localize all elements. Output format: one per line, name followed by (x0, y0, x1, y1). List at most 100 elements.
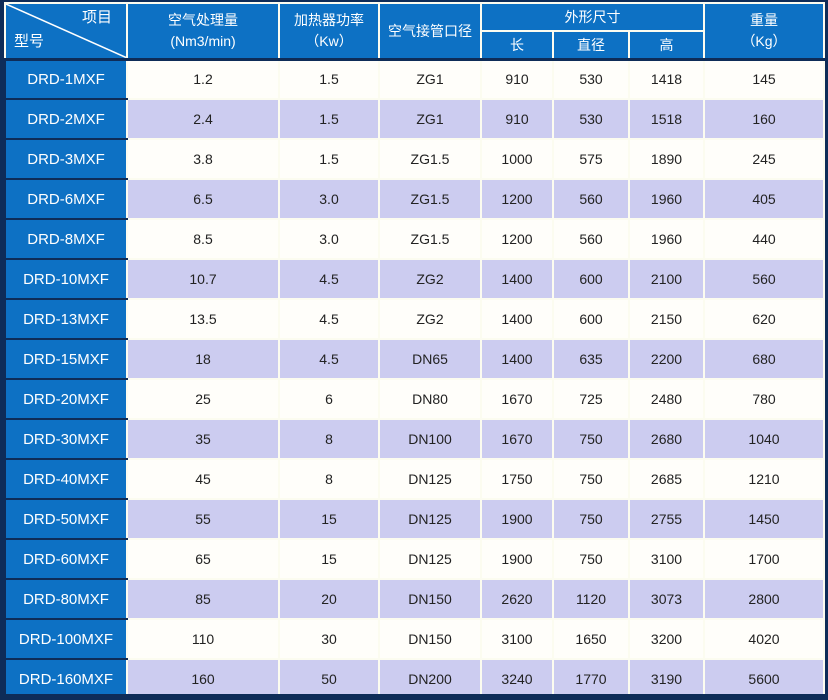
length-cell: 1900 (480, 498, 554, 540)
weight-cell: 245 (703, 138, 825, 180)
pipe-size-cell: ZG1.5 (378, 138, 482, 180)
diameter-cell: 1650 (552, 618, 630, 660)
model-cell: DRD-6MXF (4, 178, 128, 220)
pipe-size-cell: DN125 (378, 538, 482, 580)
heater-power-cell: 50 (278, 658, 380, 694)
length-cell: 1400 (480, 338, 554, 380)
model-cell: DRD-1MXF (4, 58, 128, 100)
table-body: DRD-1MXF 1.2 1.5 ZG1 910 530 1418 145 DR… (4, 58, 825, 694)
model-cell: DRD-80MXF (4, 578, 128, 620)
pipe-size-cell: DN125 (378, 498, 482, 540)
height-cell: 1518 (627, 98, 706, 140)
length-cell: 1400 (480, 258, 554, 300)
heater-power-cell: 15 (278, 538, 380, 580)
length-cell: 1200 (480, 178, 554, 220)
pipe-size-cell: ZG2 (378, 258, 482, 300)
height-cell: 2100 (627, 258, 706, 300)
weight-cell: 780 (703, 378, 825, 420)
model-cell: DRD-160MXF (4, 658, 128, 694)
table-row: DRD-13MXF 13.5 4.5 ZG2 1400 600 2150 620 (4, 298, 825, 340)
header-diameter: 直径 (552, 30, 630, 61)
table-row: DRD-20MXF 25 6 DN80 1670 725 2480 780 (4, 378, 825, 420)
table-row: DRD-30MXF 35 8 DN100 1670 750 2680 1040 (4, 418, 825, 460)
pipe-size-cell: ZG1 (378, 58, 482, 100)
height-cell: 3190 (627, 658, 706, 694)
pipe-size-cell: DN125 (378, 458, 482, 500)
diagonal-divider-line (6, 4, 126, 58)
pipe-size-cell: DN100 (378, 418, 482, 460)
pipe-size-cell: ZG1.5 (378, 218, 482, 260)
diameter-cell: 575 (552, 138, 630, 180)
height-cell: 2200 (627, 338, 706, 380)
weight-cell: 1450 (703, 498, 825, 540)
model-cell: DRD-3MXF (4, 138, 128, 180)
air-flow-cell: 35 (126, 418, 280, 460)
weight-cell: 560 (703, 258, 825, 300)
height-cell: 2150 (627, 298, 706, 340)
heater-power-cell: 8 (278, 458, 380, 500)
table-row: DRD-1MXF 1.2 1.5 ZG1 910 530 1418 145 (4, 58, 825, 100)
header-pipe-size: 空气接管口径 (378, 2, 482, 61)
diameter-cell: 750 (552, 418, 630, 460)
table-row: DRD-60MXF 65 15 DN125 1900 750 3100 1700 (4, 538, 825, 580)
heater-power-cell: 3.0 (278, 178, 380, 220)
air-flow-cell: 13.5 (126, 298, 280, 340)
diameter-cell: 560 (552, 178, 630, 220)
length-cell: 910 (480, 58, 554, 100)
heater-power-cell: 8 (278, 418, 380, 460)
height-cell: 1890 (627, 138, 706, 180)
diameter-cell: 1120 (552, 578, 630, 620)
table-row: DRD-40MXF 45 8 DN125 1750 750 2685 1210 (4, 458, 825, 500)
height-cell: 1960 (627, 218, 706, 260)
air-flow-cell: 55 (126, 498, 280, 540)
air-flow-cell: 110 (126, 618, 280, 660)
heater-power-cell: 15 (278, 498, 380, 540)
corner-header-cell: 项目 型号 (4, 2, 128, 61)
length-cell: 1400 (480, 298, 554, 340)
weight-cell: 620 (703, 298, 825, 340)
diameter-cell: 635 (552, 338, 630, 380)
pipe-size-cell: DN80 (378, 378, 482, 420)
air-flow-cell: 160 (126, 658, 280, 694)
table-row: DRD-50MXF 55 15 DN125 1900 750 2755 1450 (4, 498, 825, 540)
heater-power-cell: 1.5 (278, 98, 380, 140)
height-cell: 2480 (627, 378, 706, 420)
length-cell: 1750 (480, 458, 554, 500)
weight-cell: 1210 (703, 458, 825, 500)
air-flow-cell: 45 (126, 458, 280, 500)
weight-cell: 5600 (703, 658, 825, 694)
air-flow-cell: 65 (126, 538, 280, 580)
pipe-size-cell: DN200 (378, 658, 482, 694)
weight-cell: 405 (703, 178, 825, 220)
length-cell: 1200 (480, 218, 554, 260)
weight-cell: 145 (703, 58, 825, 100)
table-row: DRD-160MXF 160 50 DN200 3240 1770 3190 5… (4, 658, 825, 694)
pipe-size-cell: ZG1 (378, 98, 482, 140)
heater-power-cell: 6 (278, 378, 380, 420)
pipe-size-cell: DN150 (378, 578, 482, 620)
length-cell: 1670 (480, 378, 554, 420)
length-cell: 1000 (480, 138, 554, 180)
spec-table: 项目 型号 空气处理量 (Nm3/min) 加热器功率 （Kw） 空气接管口径 … (4, 2, 825, 694)
model-cell: DRD-40MXF (4, 458, 128, 500)
table-row: DRD-10MXF 10.7 4.5 ZG2 1400 600 2100 560 (4, 258, 825, 300)
diameter-cell: 530 (552, 58, 630, 100)
diameter-cell: 725 (552, 378, 630, 420)
table-row: DRD-2MXF 2.4 1.5 ZG1 910 530 1518 160 (4, 98, 825, 140)
diameter-cell: 750 (552, 538, 630, 580)
corner-label-item: 项目 (81, 9, 112, 26)
table-row: DRD-80MXF 85 20 DN150 2620 1120 3073 280… (4, 578, 825, 620)
diameter-cell: 600 (552, 258, 630, 300)
length-cell: 1670 (480, 418, 554, 460)
air-flow-cell: 85 (126, 578, 280, 620)
weight-cell: 1700 (703, 538, 825, 580)
header-height: 高 (627, 30, 706, 61)
table-row: DRD-15MXF 18 4.5 DN65 1400 635 2200 680 (4, 338, 825, 380)
weight-cell: 440 (703, 218, 825, 260)
diameter-cell: 560 (552, 218, 630, 260)
weight-cell: 4020 (703, 618, 825, 660)
height-cell: 2680 (627, 418, 706, 460)
table-row: DRD-8MXF 8.5 3.0 ZG1.5 1200 560 1960 440 (4, 218, 825, 260)
air-flow-cell: 3.8 (126, 138, 280, 180)
